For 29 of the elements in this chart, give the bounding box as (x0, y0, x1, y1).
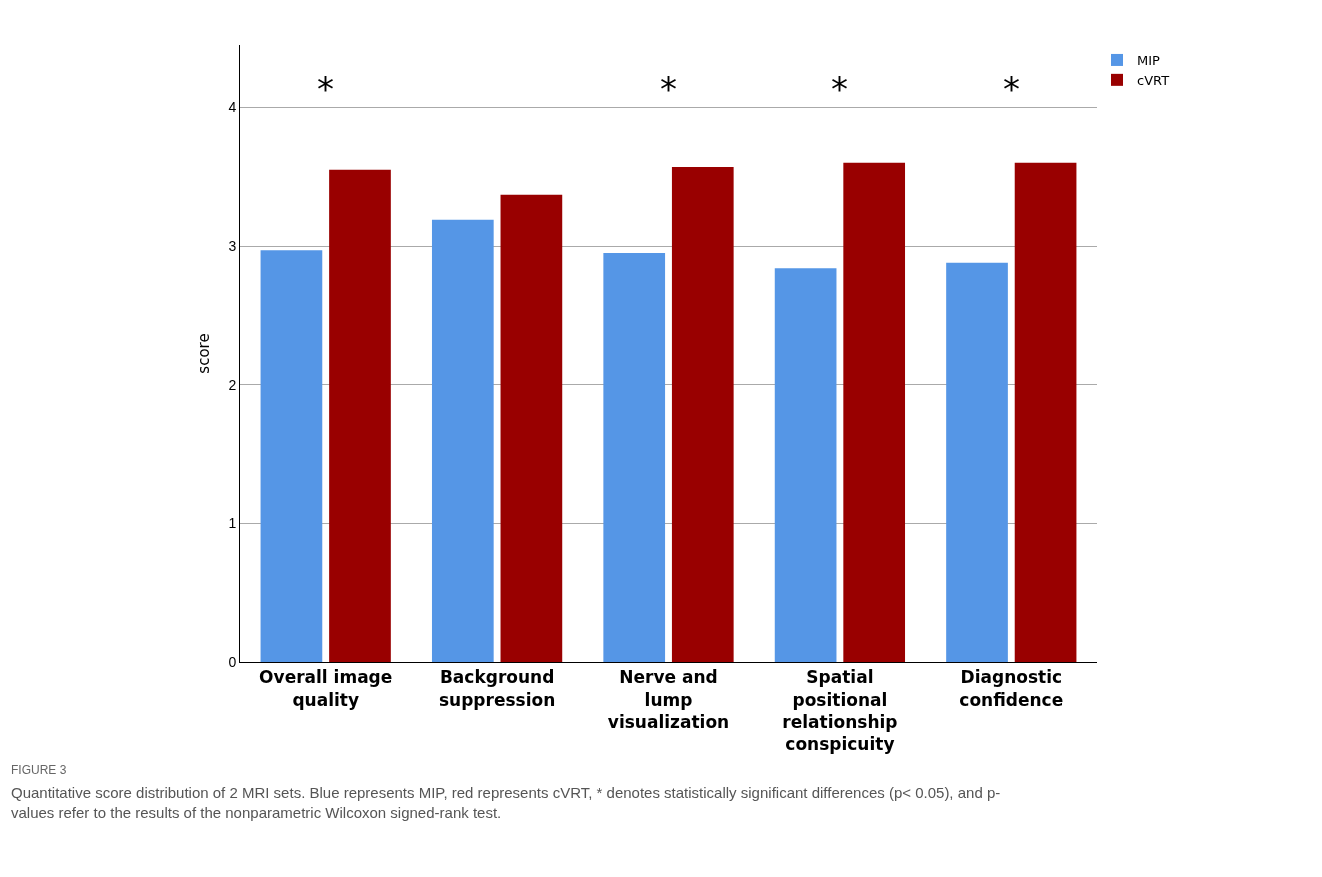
caption: FIGURE 3 (11, 763, 67, 777)
y-tick-label: 0 (228, 653, 237, 670)
bar (946, 262, 1008, 662)
bar (260, 250, 323, 662)
legend-label: MIP (1137, 53, 1161, 69)
bar (843, 162, 906, 662)
bar (431, 219, 494, 662)
annotation: * (831, 69, 848, 109)
y-axis-title: score (194, 333, 213, 374)
bar (774, 268, 837, 662)
annotation: * (1003, 69, 1020, 109)
y-tick-label: 4 (228, 99, 237, 116)
bar (671, 167, 734, 662)
x-tick-label: Overall image quality (259, 667, 393, 710)
y-tick-label: 1 (228, 515, 237, 532)
annotation: * (317, 69, 334, 109)
bar (1014, 162, 1077, 662)
x-tick-label: Spatial positional relationship conspicuity (782, 667, 898, 754)
text: Quantitative score distribution of 2 MRI sets. Blue represents MIP, red represents cVRT, * denotes statistically significant differences (p< 0.05), and p- values refer to the results of the nonparametric Wilcoxon signed-rank test. (11, 784, 1001, 821)
x-tick-label: Nerve and lump visualization (607, 667, 730, 732)
x-tick-label: Background suppression (438, 667, 556, 710)
y-tick-label: 2 (228, 376, 237, 393)
legend-label: cVRT (1137, 72, 1170, 88)
bar (500, 194, 563, 662)
bar (603, 252, 666, 662)
y-tick-label: 3 (228, 237, 237, 254)
bar (329, 169, 391, 662)
annotation: * (660, 69, 677, 109)
x-tick-label: Diagnostic confidence (959, 667, 1064, 710)
